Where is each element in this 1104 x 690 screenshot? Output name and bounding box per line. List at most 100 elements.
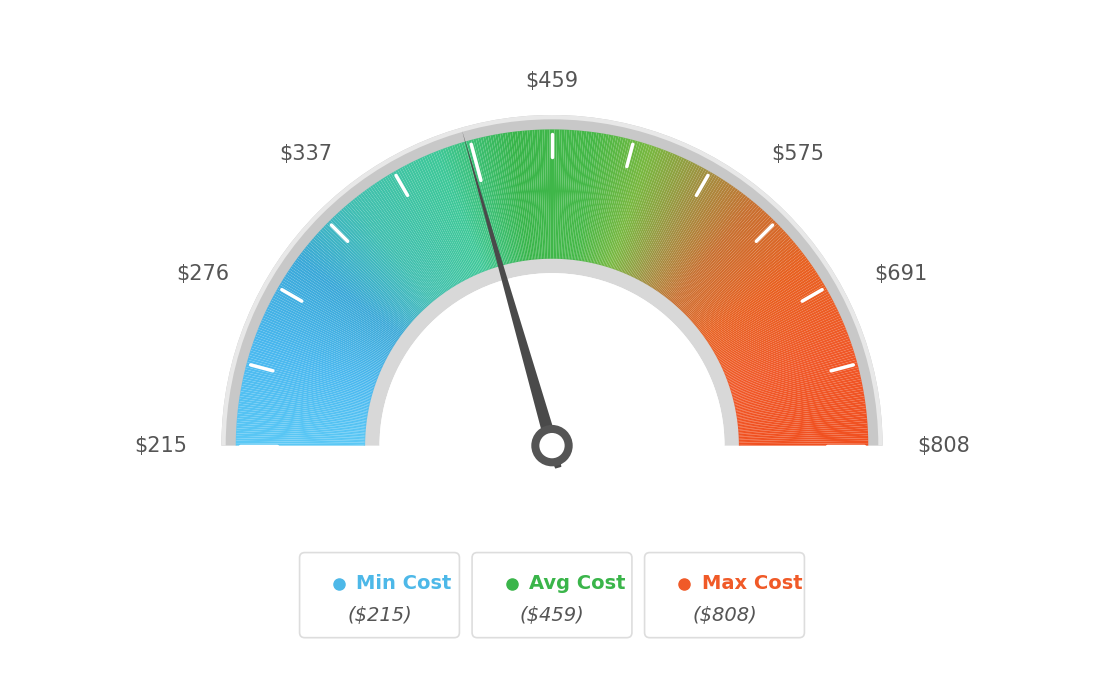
Wedge shape <box>452 145 495 268</box>
Wedge shape <box>677 210 765 308</box>
Wedge shape <box>739 443 868 446</box>
Wedge shape <box>660 188 737 295</box>
Wedge shape <box>630 159 687 277</box>
Wedge shape <box>569 130 582 259</box>
Wedge shape <box>323 226 417 317</box>
Wedge shape <box>222 115 882 446</box>
Wedge shape <box>352 199 435 301</box>
Wedge shape <box>222 115 882 446</box>
Wedge shape <box>256 331 378 380</box>
Wedge shape <box>736 399 866 420</box>
Wedge shape <box>508 132 527 261</box>
Wedge shape <box>514 131 531 260</box>
Wedge shape <box>708 270 816 343</box>
Wedge shape <box>709 274 819 346</box>
Wedge shape <box>715 293 830 357</box>
Wedge shape <box>631 159 689 277</box>
Wedge shape <box>454 144 496 268</box>
Wedge shape <box>739 433 868 440</box>
Wedge shape <box>236 441 365 444</box>
Wedge shape <box>327 222 420 315</box>
Wedge shape <box>277 287 391 353</box>
Wedge shape <box>722 313 840 368</box>
Wedge shape <box>376 181 449 290</box>
Wedge shape <box>715 291 829 355</box>
Wedge shape <box>273 295 388 358</box>
Wedge shape <box>428 153 480 273</box>
Wedge shape <box>242 382 369 409</box>
Wedge shape <box>236 421 365 433</box>
Text: $808: $808 <box>917 435 970 455</box>
Wedge shape <box>693 238 793 324</box>
Text: Avg Cost: Avg Cost <box>529 574 626 593</box>
Wedge shape <box>665 193 744 297</box>
Wedge shape <box>596 138 628 264</box>
Wedge shape <box>689 231 786 320</box>
Wedge shape <box>732 357 857 395</box>
Wedge shape <box>468 140 505 266</box>
Wedge shape <box>570 131 584 259</box>
Wedge shape <box>625 155 678 274</box>
Wedge shape <box>731 353 854 392</box>
Wedge shape <box>737 401 866 421</box>
Wedge shape <box>739 438 868 443</box>
Wedge shape <box>661 190 740 295</box>
Wedge shape <box>310 240 410 326</box>
Wedge shape <box>732 359 857 396</box>
Wedge shape <box>719 304 836 364</box>
Wedge shape <box>657 184 732 292</box>
Wedge shape <box>602 141 638 266</box>
Wedge shape <box>349 202 433 303</box>
Wedge shape <box>314 237 412 323</box>
Wedge shape <box>676 208 763 306</box>
Wedge shape <box>422 157 477 275</box>
Wedge shape <box>530 130 540 259</box>
Wedge shape <box>666 194 746 298</box>
Wedge shape <box>290 266 399 341</box>
Wedge shape <box>577 132 596 261</box>
Wedge shape <box>694 240 794 326</box>
Wedge shape <box>669 199 752 301</box>
Text: $337: $337 <box>279 144 332 164</box>
Wedge shape <box>534 130 543 259</box>
Wedge shape <box>512 132 530 260</box>
Wedge shape <box>728 339 850 384</box>
Wedge shape <box>647 173 715 286</box>
Wedge shape <box>732 362 858 397</box>
Text: $691: $691 <box>874 264 927 284</box>
Wedge shape <box>555 130 560 259</box>
Wedge shape <box>739 416 867 429</box>
Wedge shape <box>362 191 440 296</box>
Wedge shape <box>252 346 374 388</box>
FancyBboxPatch shape <box>473 553 631 638</box>
Wedge shape <box>739 435 868 441</box>
Text: Min Cost: Min Cost <box>357 574 452 593</box>
Wedge shape <box>464 141 501 266</box>
Wedge shape <box>701 256 806 335</box>
Wedge shape <box>498 134 521 262</box>
Wedge shape <box>379 180 450 289</box>
Wedge shape <box>640 167 704 282</box>
Wedge shape <box>737 408 867 425</box>
Wedge shape <box>417 159 474 277</box>
Wedge shape <box>318 231 415 320</box>
Wedge shape <box>278 285 391 352</box>
Wedge shape <box>522 130 535 259</box>
Wedge shape <box>296 258 402 336</box>
Wedge shape <box>276 289 390 354</box>
Wedge shape <box>739 423 868 434</box>
Wedge shape <box>556 130 562 259</box>
Wedge shape <box>266 308 383 366</box>
Wedge shape <box>704 264 813 339</box>
Wedge shape <box>300 252 404 333</box>
Wedge shape <box>623 152 673 273</box>
Wedge shape <box>574 132 592 260</box>
Text: $575: $575 <box>772 144 825 164</box>
Wedge shape <box>354 197 436 299</box>
Wedge shape <box>408 163 468 279</box>
Wedge shape <box>236 433 365 440</box>
Circle shape <box>540 433 564 458</box>
Wedge shape <box>265 311 383 367</box>
Wedge shape <box>400 167 464 282</box>
Wedge shape <box>420 157 475 276</box>
